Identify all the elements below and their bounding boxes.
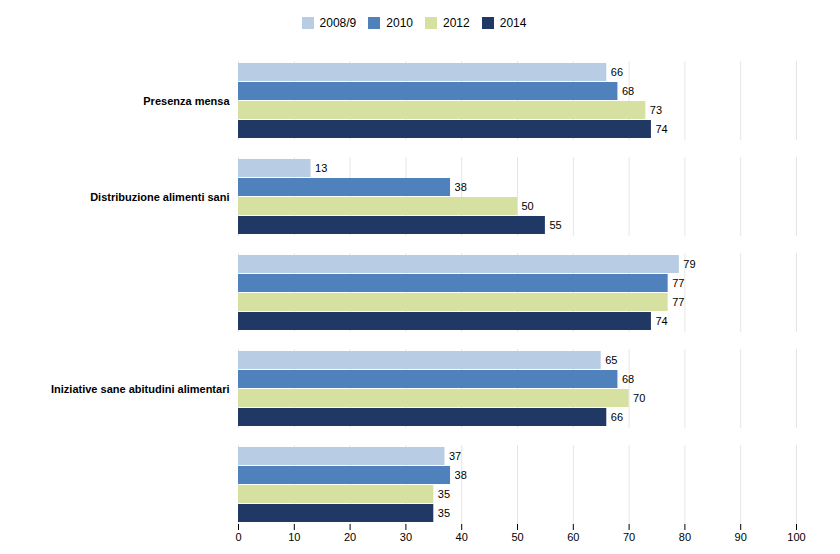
svg-text:50: 50 — [522, 200, 534, 212]
svg-text:77: 77 — [672, 296, 684, 308]
svg-text:38: 38 — [455, 469, 467, 481]
svg-text:70: 70 — [623, 531, 635, 543]
svg-text:55: 55 — [549, 219, 561, 231]
html-text:2012: 2012 — [443, 15, 470, 30]
svg-text:Distribuzione alimenti sani: Distribuzione alimenti sani — [90, 191, 229, 203]
html-text:2014: 2014 — [499, 15, 527, 30]
html-text:2010: 2010 — [386, 15, 413, 30]
svg-text:0: 0 — [235, 531, 241, 543]
svg-text:74: 74 — [655, 315, 667, 327]
svg-text:35: 35 — [438, 507, 450, 519]
svg-text:70: 70 — [633, 392, 645, 404]
svg-text:73: 73 — [650, 104, 662, 116]
svg-text:66: 66 — [611, 411, 623, 423]
svg-text:Iniziative sane abitudini alim: Iniziative sane abitudini alimentari — [51, 383, 230, 395]
svg-text:Presenza mensa: Presenza mensa — [143, 95, 230, 107]
html-text:2008/9: 2008/9 — [319, 15, 357, 30]
svg-text:66: 66 — [611, 66, 623, 78]
svg-text:50: 50 — [511, 531, 523, 543]
svg-text:30: 30 — [400, 531, 412, 543]
svg-text:74: 74 — [655, 123, 667, 135]
svg-text:77: 77 — [672, 277, 684, 289]
svg-text:68: 68 — [622, 373, 634, 385]
svg-text:38: 38 — [455, 181, 467, 193]
svg-text:35: 35 — [438, 488, 450, 500]
svg-text:13: 13 — [315, 162, 327, 174]
svg-text:20: 20 — [344, 531, 356, 543]
svg-text:100: 100 — [787, 531, 805, 543]
svg-text:80: 80 — [679, 531, 691, 543]
svg-text:10: 10 — [288, 531, 300, 543]
svg-text:60: 60 — [567, 531, 579, 543]
svg-text:37: 37 — [449, 450, 461, 462]
svg-text:90: 90 — [735, 531, 747, 543]
svg-text:65: 65 — [605, 354, 617, 366]
svg-text:68: 68 — [622, 85, 634, 97]
svg-text:40: 40 — [456, 531, 468, 543]
svg-text:79: 79 — [683, 258, 695, 270]
